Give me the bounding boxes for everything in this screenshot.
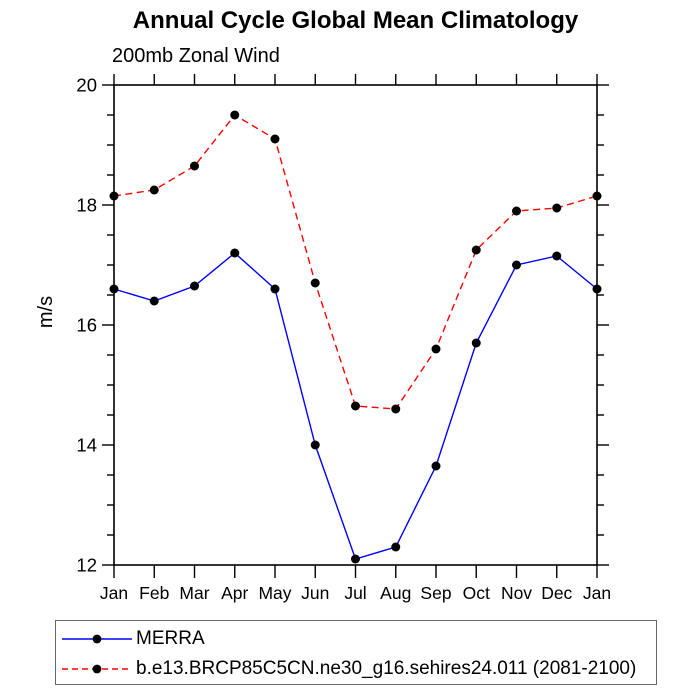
data-point-marker (512, 206, 521, 216)
data-point-marker (270, 134, 280, 144)
plot-frame (113, 84, 598, 566)
data-point-marker (431, 344, 441, 354)
x-tick-label: Feb (139, 583, 169, 603)
data-point-marker (149, 185, 159, 195)
data-point-marker (471, 245, 481, 255)
series-line-1 (113, 114, 598, 410)
data-point-marker (310, 278, 320, 288)
data-point-marker (431, 461, 441, 471)
data-point-marker (552, 251, 562, 261)
legend-label-model: b.e13.BRCP85C5CN.ne30_g16.sehires24.011 … (136, 657, 637, 679)
data-point-marker (149, 296, 159, 306)
data-point-marker (310, 440, 320, 450)
legend-sample-marker (92, 664, 102, 674)
data-point-marker (109, 284, 119, 294)
y-tick-label: 20 (76, 75, 97, 96)
data-point-marker (391, 404, 401, 414)
y-tick-label: 16 (76, 315, 97, 336)
x-tick-label: May (258, 583, 291, 603)
data-point-marker (592, 284, 602, 294)
data-point-marker (190, 281, 199, 291)
legend-line-sample-dashed (62, 664, 132, 674)
x-tick-label: Jan (100, 583, 128, 603)
data-point-marker (230, 110, 240, 120)
x-tick-label: Dec (541, 583, 572, 603)
chart-title: Annual Cycle Global Mean Climatology (132, 7, 579, 34)
y-tick-label: 18 (76, 195, 97, 216)
data-point-marker (270, 284, 280, 294)
data-point-marker (391, 542, 401, 552)
x-tick-label: Oct (463, 583, 490, 603)
x-tick-label: Sep (420, 583, 451, 603)
legend-item-merra: MERRA (60, 625, 656, 654)
data-point-marker (109, 191, 119, 201)
x-tick-label: Apr (221, 583, 248, 603)
legend-item-model: b.e13.BRCP85C5CN.ne30_g16.sehires24.011 … (60, 654, 656, 683)
legend: MERRA b.e13.BRCP85C5CN.ne30_g16.sehires2… (55, 620, 657, 685)
data-point-marker (512, 260, 521, 270)
data-point-marker (351, 401, 360, 411)
legend-label-merra: MERRA (136, 628, 205, 650)
x-tick-label: Mar (179, 583, 209, 603)
x-tick-label: Aug (380, 583, 411, 603)
x-tick-label: Jul (344, 583, 366, 603)
y-tick-label: 14 (76, 435, 97, 456)
x-tick-label: Jun (301, 583, 329, 603)
plot-area: Jan Feb Mar Apr May Jun Jul Aug Sep Oct Nov Dec Jan1… (35, 74, 611, 603)
data-point-marker (592, 191, 602, 201)
data-point-marker (552, 203, 562, 213)
legend-sample-marker (92, 634, 102, 644)
chart-subtitle: 200mb Zonal Wind (112, 45, 280, 67)
legend-line-sample-solid (62, 634, 132, 644)
y-axis-label: m/s (35, 296, 57, 328)
data-point-marker (351, 554, 360, 564)
x-tick-label: Nov (501, 583, 532, 603)
y-tick-label: 12 (76, 555, 97, 576)
data-point-marker (190, 161, 199, 171)
data-point-marker (471, 338, 481, 348)
data-point-marker (230, 248, 240, 258)
x-tick-label: Jan (583, 583, 611, 603)
